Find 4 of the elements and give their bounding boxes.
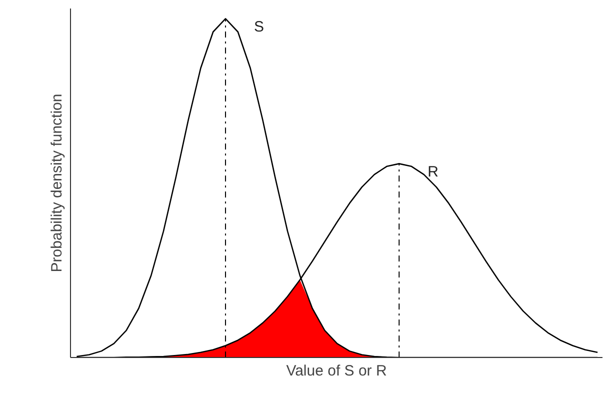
series-label: R: [428, 164, 439, 181]
series-label: S: [254, 18, 264, 36]
y-axis-title: Probability density function: [48, 94, 66, 272]
x-axis-title: Value of S or R: [286, 362, 387, 380]
